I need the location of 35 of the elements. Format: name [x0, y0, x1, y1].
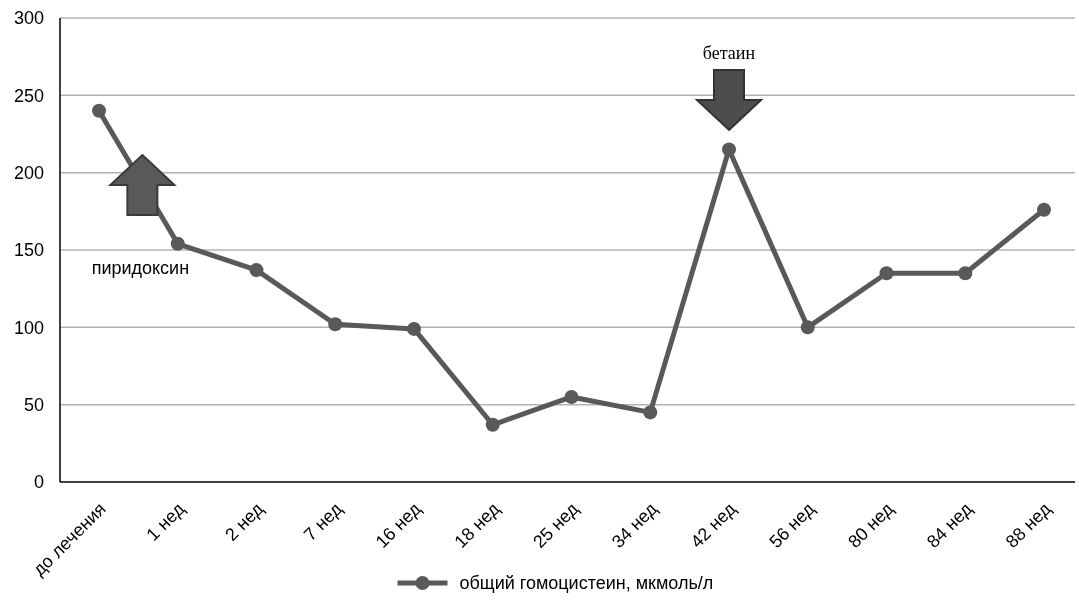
- point: [879, 266, 894, 281]
- y-tick-label: 100: [13, 317, 44, 338]
- point: [800, 320, 815, 335]
- point: [722, 142, 736, 157]
- point: [328, 317, 343, 332]
- point: [643, 405, 658, 420]
- point: [485, 417, 500, 432]
- annotation: бетаин: [702, 43, 756, 63]
- point: [170, 236, 185, 251]
- y-tick-label: 0: [33, 472, 44, 493]
- annotation: пиридоксин: [91, 258, 190, 278]
- y-tick-label: 250: [13, 85, 44, 106]
- x-tick-label: 42 нед: [686, 498, 741, 552]
- y-tick-label: 300: [13, 8, 44, 29]
- y-tick-label: 150: [13, 240, 44, 261]
- x-tick-label: 84 нед: [922, 498, 977, 552]
- x-tick-label: 2 нед: [221, 498, 268, 545]
- y-tick-label: 50: [23, 394, 44, 415]
- x-tick-label: 1 нед: [142, 498, 189, 545]
- x-tick-label: 16 нед: [371, 498, 426, 552]
- point: [407, 321, 421, 336]
- legend-label: общий гомоцистеин, мкмоль/л: [459, 573, 714, 593]
- point: [92, 103, 106, 118]
- point: [249, 263, 264, 278]
- x-tick-label: 18 нед: [450, 498, 504, 552]
- x-tick-label: 7 нед: [300, 498, 347, 545]
- point: [958, 266, 973, 281]
- x-tick-label: 25 нед: [529, 498, 583, 552]
- x-tick-label: 34 нед: [607, 498, 662, 552]
- y-tick-label: 200: [13, 162, 44, 183]
- point: [1037, 202, 1051, 217]
- x-tick-label: 88 нед: [1001, 498, 1056, 552]
- x-tick-label: 56 нед: [765, 498, 819, 552]
- point: [564, 389, 579, 404]
- x-tick-label: 80 нед: [844, 498, 898, 552]
